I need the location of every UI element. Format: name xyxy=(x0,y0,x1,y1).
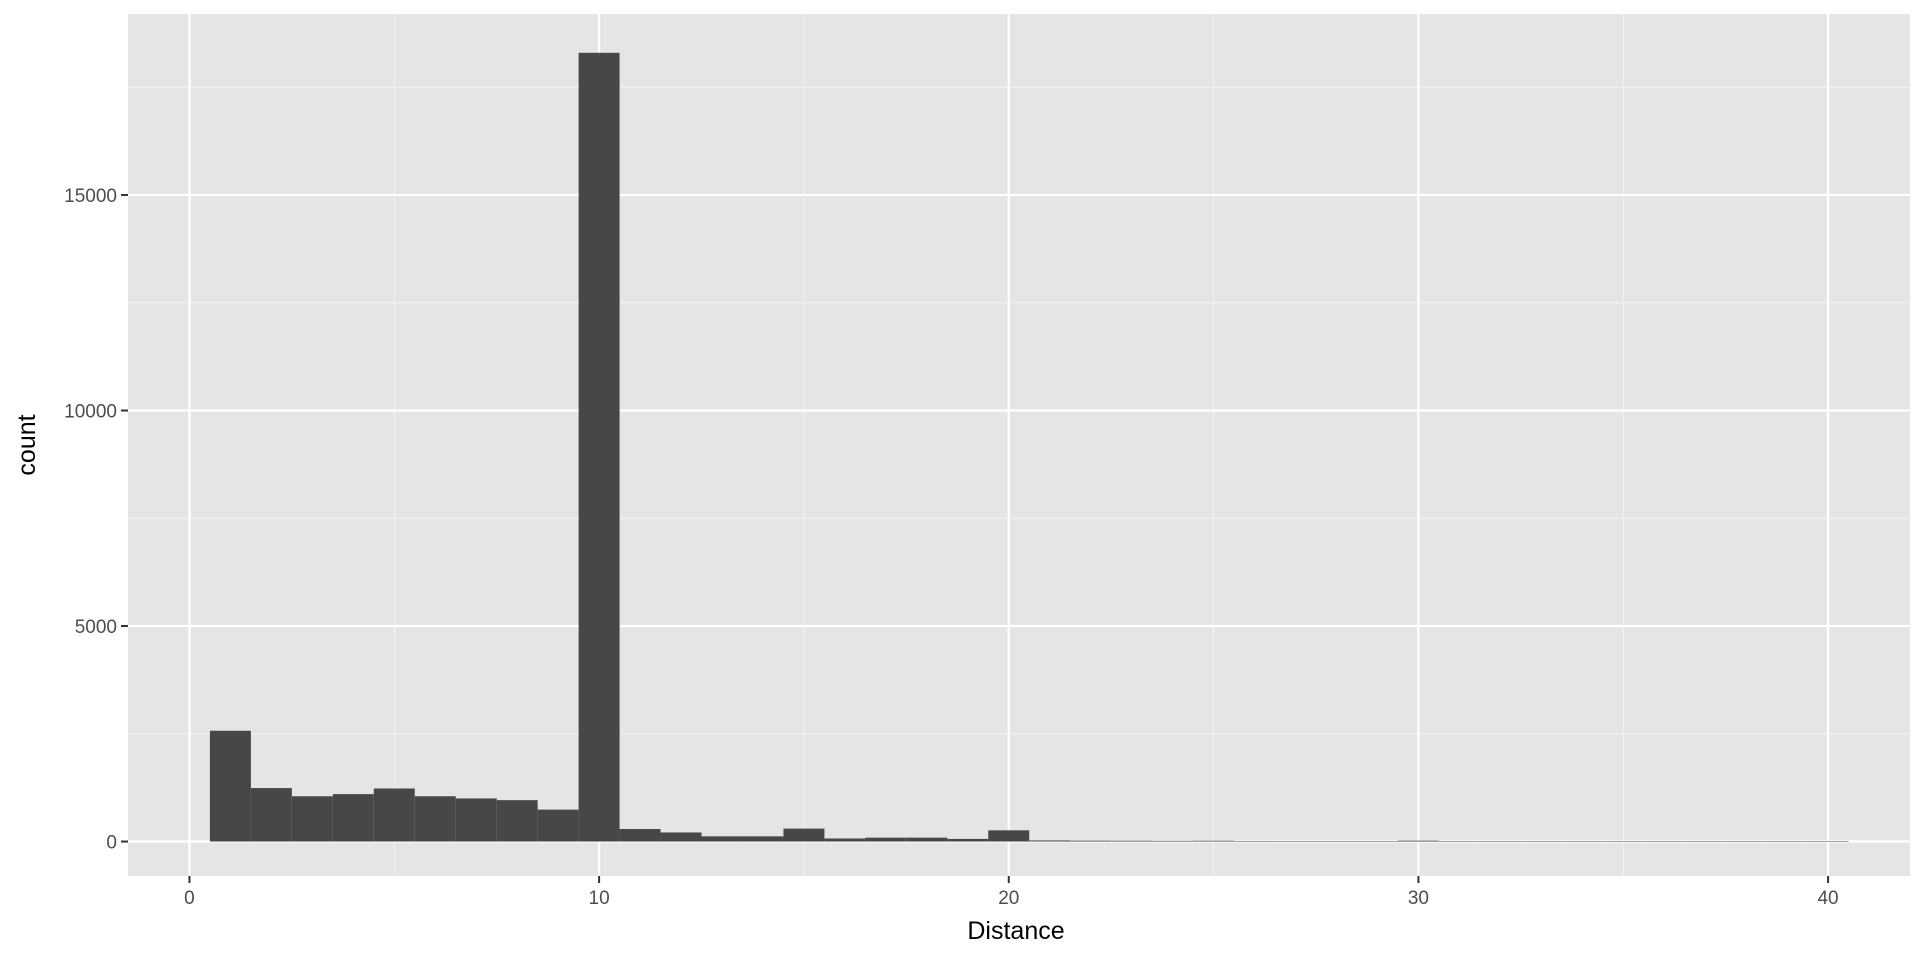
histogram-bar xyxy=(1029,840,1071,842)
histogram-bar xyxy=(988,830,1030,842)
minor-gridlines xyxy=(128,14,1910,876)
histogram-bar xyxy=(865,837,907,842)
histogram-bar xyxy=(1397,840,1439,842)
histogram-bar xyxy=(1070,840,1112,842)
histogram-bar xyxy=(1684,841,1726,842)
histogram-bar xyxy=(1807,841,1849,842)
histogram-bar xyxy=(660,832,702,842)
x-tick-label: 40 xyxy=(1817,888,1838,909)
histogram-bar xyxy=(947,838,989,842)
histogram-bar xyxy=(250,788,292,842)
histogram-bar xyxy=(537,809,579,842)
histogram-bar xyxy=(1561,841,1603,842)
histogram-bar xyxy=(783,828,825,842)
y-axis-title: count xyxy=(13,414,41,475)
x-tick-label: 10 xyxy=(589,888,610,909)
histogram-bar xyxy=(578,52,620,842)
histogram-bar xyxy=(414,796,456,842)
histogram-bar xyxy=(824,838,866,842)
histogram-bar xyxy=(1520,841,1562,842)
histogram-bar xyxy=(1602,841,1644,842)
histogram-bar xyxy=(1643,841,1685,842)
histogram-bar xyxy=(1193,840,1235,842)
y-tick-label: 0 xyxy=(106,833,117,854)
y-tick-label: 5000 xyxy=(75,617,117,638)
histogram-bars xyxy=(209,52,1849,842)
histogram-bar xyxy=(1152,840,1194,842)
histogram-bar xyxy=(1275,841,1316,842)
x-tick-label: 30 xyxy=(1408,888,1429,909)
histogram-bar xyxy=(291,796,333,842)
x-axis-title: Distance xyxy=(967,917,1064,945)
histogram-bar xyxy=(906,837,948,842)
histogram-bar xyxy=(209,730,251,842)
histogram-bar xyxy=(332,794,374,842)
x-tick-label: 0 xyxy=(184,888,195,909)
histogram-bar xyxy=(1356,841,1398,842)
histogram-bar xyxy=(701,836,743,842)
histogram-bar xyxy=(1725,841,1767,842)
histogram-bar xyxy=(1111,840,1153,842)
y-tick-label: 15000 xyxy=(64,186,117,207)
histogram-bar xyxy=(1438,841,1480,842)
histogram-bar xyxy=(373,788,415,842)
axis-ticks xyxy=(121,194,1830,883)
histogram-bar xyxy=(742,836,784,842)
histogram-bar xyxy=(1479,841,1521,842)
histogram-bar xyxy=(455,798,497,842)
y-tick-label: 10000 xyxy=(64,402,117,423)
y-axis-tick-labels: 0 5000 10000 15000 xyxy=(64,186,117,854)
panel-background xyxy=(128,14,1910,876)
x-tick-label: 20 xyxy=(998,888,1019,909)
histogram-bar xyxy=(1234,841,1276,842)
histogram-bar xyxy=(1766,841,1808,842)
x-axis-tick-labels: 0 10 20 30 40 xyxy=(184,888,1838,909)
histogram-bar xyxy=(619,829,661,842)
histogram-bar xyxy=(1316,841,1357,842)
histogram-bar xyxy=(496,800,538,842)
